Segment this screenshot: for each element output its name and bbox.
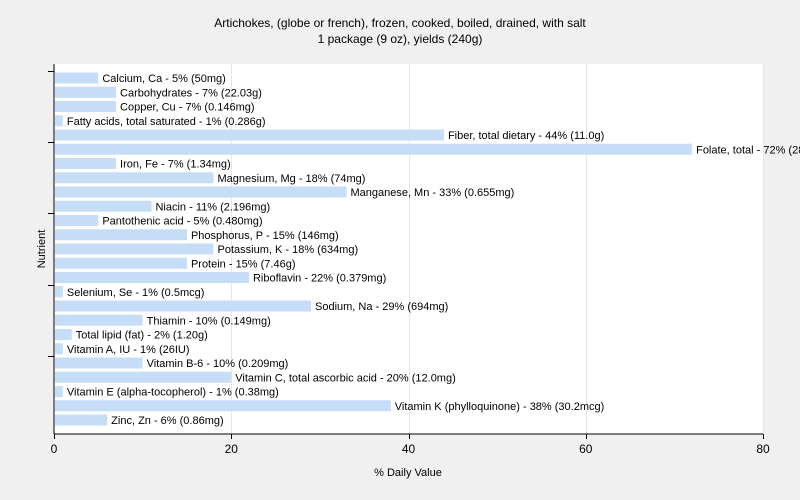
x-ticks: 0 20 40 60 80	[51, 434, 770, 456]
bar	[55, 314, 143, 326]
bar-label: Vitamin E (alpha-tocopherol) - 1% (0.38m…	[67, 387, 279, 399]
axes	[53, 64, 763, 435]
bar	[55, 172, 214, 184]
bar	[55, 400, 391, 412]
bar-label: Carbohydrates - 7% (22.03g)	[120, 87, 262, 99]
x-tick-label: 60	[579, 442, 593, 456]
bar-label: Vitamin A, IU - 1% (26IU)	[67, 344, 190, 356]
bar	[55, 272, 249, 283]
bar	[55, 115, 63, 127]
bar	[55, 386, 63, 397]
bar	[55, 72, 99, 84]
bar-label: Thiamin - 10% (0.149mg)	[147, 315, 271, 327]
x-tick-label: 40	[402, 442, 416, 456]
bar-label: Iron, Fe - 7% (1.34mg)	[120, 159, 231, 171]
bar	[55, 414, 108, 426]
bar	[55, 300, 312, 312]
bar-label: Folate, total - 72% (286mcg)	[696, 144, 800, 156]
bar	[55, 158, 117, 169]
bar-label: Selenium, Se - 1% (0.5mcg)	[67, 287, 205, 299]
bars: Calcium, Ca - 5% (50mg) Carbohydrates - 7…	[48, 71, 800, 427]
bar-label: Vitamin C, total ascorbic acid - 20% (12…	[235, 372, 456, 384]
bar-label: Riboflavin - 22% (0.379mg)	[253, 273, 386, 285]
x-tick-label: 0	[51, 442, 58, 456]
bar-label: Calcium, Ca - 5% (50mg)	[102, 73, 225, 85]
y-axis-title: Nutrient	[36, 230, 48, 269]
bar-label: Vitamin B-6 - 10% (0.209mg)	[147, 358, 289, 370]
bar	[55, 200, 152, 212]
bar	[55, 101, 117, 112]
bar-label: Phosphorus, P - 15% (146mg)	[191, 230, 339, 242]
bar	[55, 215, 99, 226]
bar	[55, 86, 117, 98]
x-tick-label: 80	[756, 442, 770, 456]
bar-label: Protein - 15% (7.46g)	[191, 258, 296, 270]
bar	[55, 129, 444, 141]
bar-label: Fiber, total dietary - 44% (11.0g)	[448, 130, 604, 142]
bar-label: Zinc, Zn - 6% (0.86mg)	[111, 415, 223, 427]
bar-label: Manganese, Mn - 33% (0.655mg)	[350, 187, 514, 199]
chart-title: Artichokes, (globe or french), frozen, c…	[214, 16, 586, 30]
bar-label: Vitamin K (phylloquinone) - 38% (30.2mcg…	[395, 401, 605, 413]
bar-label: Pantothenic acid - 5% (0.480mg)	[102, 216, 262, 228]
bar-label: Potassium, K - 18% (634mg)	[218, 244, 359, 256]
grid	[231, 64, 764, 434]
bar-label: Total lipid (fat) - 2% (1.20g)	[76, 330, 208, 342]
bar-label: Sodium, Na - 29% (694mg)	[315, 301, 448, 313]
bar	[55, 143, 693, 155]
bar-label: Niacin - 11% (2.196mg)	[155, 201, 270, 213]
bar	[55, 229, 187, 241]
chart-subtitle: 1 package (9 oz), yields (240g)	[317, 32, 483, 46]
bar	[55, 286, 63, 298]
x-tick-label: 20	[225, 442, 239, 456]
bar	[55, 329, 72, 340]
x-axis-title: % Daily Value	[374, 467, 442, 479]
bar	[55, 371, 232, 383]
bar	[55, 343, 63, 355]
bar	[55, 243, 214, 255]
bar	[55, 257, 187, 269]
bar	[55, 357, 143, 369]
bar-label: Fatty acids, total saturated - 1% (0.286…	[67, 116, 266, 128]
bar-label: Copper, Cu - 7% (0.146mg)	[120, 102, 255, 114]
bar-label: Magnesium, Mg - 18% (74mg)	[218, 173, 366, 185]
bar	[55, 186, 347, 198]
